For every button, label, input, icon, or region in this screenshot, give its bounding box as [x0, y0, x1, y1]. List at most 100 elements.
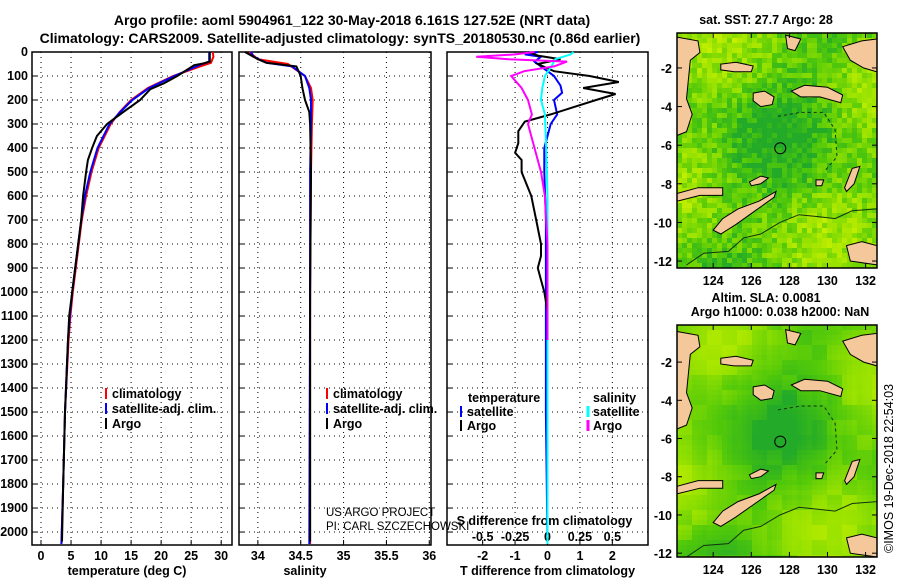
map-cell: [782, 188, 787, 193]
map-cell: [782, 425, 787, 430]
map-cell: [677, 233, 682, 238]
map-cell: [707, 138, 712, 143]
map-cell: [747, 93, 752, 98]
map-cell: [772, 38, 777, 43]
map-cell: [762, 143, 767, 148]
map-cell: [762, 535, 767, 540]
map-cell: [697, 178, 702, 183]
map-cell: [767, 38, 772, 43]
land-mass: [752, 384, 775, 401]
x-tick-label: 0: [38, 549, 45, 563]
map-cell: [797, 555, 802, 557]
map-cell: [802, 73, 807, 78]
map-cell: [712, 330, 717, 335]
map-cell: [727, 390, 732, 395]
map-cell: [817, 440, 822, 445]
map-cell: [842, 395, 847, 400]
map-cell: [802, 365, 807, 370]
map-cell: [787, 430, 792, 435]
map-cell: [722, 540, 727, 545]
map-cell: [702, 73, 707, 78]
map-cell: [762, 450, 767, 455]
map-cell: [767, 208, 772, 213]
map-cell: [867, 445, 872, 450]
map-cell: [782, 540, 787, 545]
map-cell: [757, 450, 762, 455]
map-cell: [797, 400, 802, 405]
map-cell: [817, 335, 822, 340]
map-cell: [772, 490, 777, 495]
map-cell: [867, 163, 872, 168]
map-cell: [797, 53, 802, 58]
map-cell: [872, 198, 877, 203]
map-cell: [782, 460, 787, 465]
map-cell: [707, 515, 712, 520]
map-cell: [702, 48, 707, 53]
land-mass: [815, 179, 825, 187]
map-cell: [822, 173, 827, 178]
map-cell: [797, 340, 802, 345]
map-cell: [707, 430, 712, 435]
map-cell: [802, 38, 807, 43]
map-cell: [687, 33, 692, 38]
map-cell: [772, 555, 777, 557]
map-cell: [782, 63, 787, 68]
map-cell: [767, 475, 772, 480]
map-cell: [757, 405, 762, 410]
map-cell: [762, 445, 767, 450]
map-cell: [782, 355, 787, 360]
map-cell: [737, 103, 742, 108]
map-cell: [822, 158, 827, 163]
map-cell: [832, 63, 837, 68]
map-cell: [742, 33, 747, 38]
map-cell: [787, 540, 792, 545]
map-cell: [832, 380, 837, 385]
map-cell: [742, 460, 747, 465]
map-cell: [872, 228, 877, 233]
map-cell: [717, 470, 722, 475]
map-cell: [792, 233, 797, 238]
map-cell: [772, 248, 777, 253]
map-cell: [812, 53, 817, 58]
map-cell: [762, 58, 767, 63]
map-cell: [797, 465, 802, 470]
map-cell: [817, 535, 822, 540]
map-cell: [707, 550, 712, 555]
map-cell: [722, 213, 727, 218]
map-cell: [692, 455, 697, 460]
map-cell: [757, 68, 762, 73]
map-cell: [692, 380, 697, 385]
map-cell: [852, 238, 857, 243]
map-cell: [787, 153, 792, 158]
map-cell: [802, 153, 807, 158]
map-cell: [702, 470, 707, 475]
map-cell: [722, 555, 727, 557]
lon-tick-label: 126: [741, 563, 762, 577]
map-cell: [862, 223, 867, 228]
map-cell: [807, 520, 812, 525]
map-cell: [842, 53, 847, 58]
lon-tick-label: 132: [855, 563, 876, 577]
map-cell: [682, 188, 687, 193]
map-cell: [842, 78, 847, 83]
map-cell: [777, 475, 782, 480]
map-cell: [777, 133, 782, 138]
map-cell: [722, 43, 727, 48]
map-cell: [837, 375, 842, 380]
map-cell: [757, 335, 762, 340]
map-cell: [742, 103, 747, 108]
map-cell: [692, 63, 697, 68]
map-cell: [772, 515, 777, 520]
map-cell: [787, 405, 792, 410]
map-cell: [742, 440, 747, 445]
map-cell: [777, 505, 782, 510]
map-cell: [682, 173, 687, 178]
map-cell: [772, 188, 777, 193]
map-cell: [712, 163, 717, 168]
map-cell: [852, 218, 857, 223]
map-cell: [702, 545, 707, 550]
map-cell: [837, 395, 842, 400]
map-cell: [847, 238, 852, 243]
map-cell: [677, 550, 682, 555]
